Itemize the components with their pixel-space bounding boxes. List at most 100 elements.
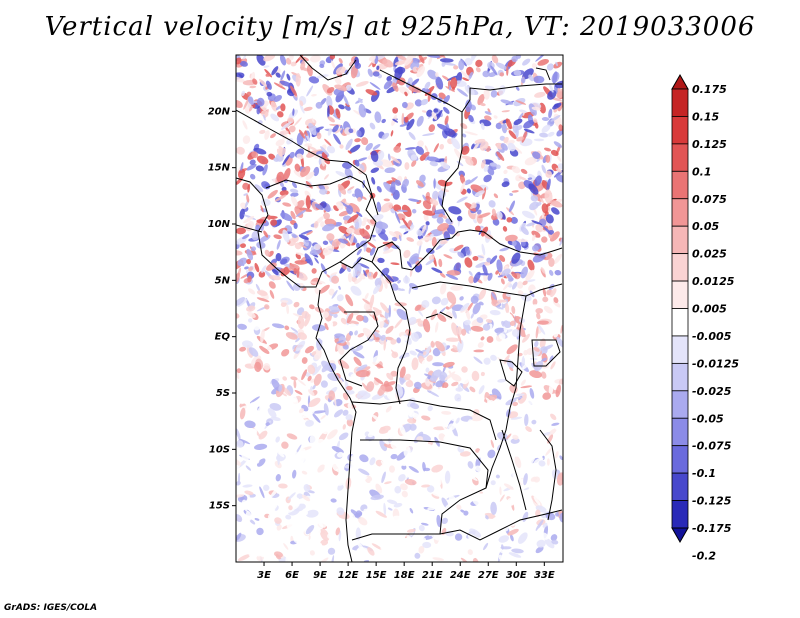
field-speckle — [532, 298, 538, 306]
field-speckle — [503, 320, 512, 328]
field-speckle — [258, 270, 266, 278]
field-speckle — [537, 527, 542, 532]
field-speckle — [531, 546, 535, 554]
field-speckle — [303, 291, 315, 303]
field-speckle — [544, 147, 552, 152]
field-speckle — [255, 478, 263, 488]
field-speckle — [362, 511, 370, 519]
field-speckle — [294, 242, 302, 250]
field-speckle — [394, 179, 401, 186]
field-speckle — [346, 385, 353, 391]
field-speckle — [414, 99, 423, 107]
field-speckle — [280, 268, 285, 273]
field-speckle — [286, 138, 294, 145]
field-speckle — [328, 288, 335, 296]
field-speckle — [404, 471, 411, 482]
field-speckle — [263, 484, 270, 491]
field-speckle — [314, 257, 319, 264]
field-speckle — [380, 545, 390, 557]
field-speckle — [470, 295, 479, 304]
field-speckle — [509, 193, 514, 196]
lat-tick-label: 15S — [209, 501, 230, 512]
field-speckle — [506, 459, 515, 472]
field-speckle — [511, 305, 516, 314]
field-speckle — [301, 311, 310, 319]
field-speckle — [236, 458, 242, 466]
field-speckle — [456, 326, 463, 335]
field-speckle — [246, 248, 254, 261]
field-speckle — [330, 514, 339, 519]
field-speckle — [375, 221, 389, 230]
field-speckle — [559, 455, 563, 461]
field-speckle — [493, 193, 499, 199]
field-speckle — [548, 83, 554, 93]
field-speckle — [345, 414, 353, 421]
field-speckle — [400, 531, 406, 539]
field-speckle — [555, 451, 559, 459]
field-speckle — [394, 460, 406, 467]
colorbar-label: -0.125 — [692, 495, 732, 508]
field-speckle — [544, 189, 553, 204]
field-speckle — [354, 159, 360, 167]
field-speckle — [536, 320, 549, 325]
field-speckle — [507, 498, 515, 506]
field-speckle — [383, 80, 393, 90]
colorbar-swatch — [671, 170, 689, 200]
field-speckle — [541, 124, 551, 133]
field-speckle — [446, 270, 461, 276]
field-speckle — [356, 130, 362, 138]
field-speckle — [331, 445, 344, 454]
field-speckle — [545, 214, 554, 224]
field-speckle — [503, 136, 509, 144]
field-speckle — [277, 111, 284, 118]
field-speckle — [390, 156, 401, 164]
field-speckle — [483, 344, 493, 354]
grads-credit: GrADS: IGES/COLA — [4, 603, 98, 613]
field-speckle — [413, 536, 427, 545]
field-speckle — [348, 535, 355, 548]
field-speckle — [303, 484, 311, 492]
field-speckle — [523, 120, 535, 129]
field-speckle — [263, 363, 271, 371]
field-speckle — [384, 167, 396, 174]
field-speckle — [511, 165, 521, 174]
field-speckle — [511, 271, 518, 279]
field-speckle — [462, 503, 469, 509]
field-speckle — [256, 527, 264, 536]
field-speckle — [263, 320, 271, 328]
field-speckle — [356, 392, 371, 400]
field-speckle — [247, 183, 251, 193]
field-speckle — [283, 536, 290, 544]
field-speckle — [543, 408, 550, 413]
field-speckle — [455, 417, 460, 424]
field-speckle — [408, 253, 419, 265]
field-speckle — [468, 176, 478, 185]
field-speckle — [549, 355, 554, 362]
field-speckle — [254, 361, 262, 373]
field-speckle — [386, 391, 397, 401]
field-speckle — [352, 536, 358, 544]
field-speckle — [292, 283, 301, 291]
field-speckle — [300, 166, 311, 177]
field-speckle — [319, 188, 328, 195]
field-speckle — [407, 418, 417, 424]
field-speckle — [462, 77, 469, 81]
field-speckle — [401, 397, 410, 406]
field-speckle — [399, 424, 407, 437]
field-speckle — [331, 459, 339, 472]
field-speckle — [368, 55, 376, 62]
field-speckle — [523, 128, 535, 134]
field-speckle — [428, 254, 435, 261]
field-speckle — [559, 462, 563, 470]
field-speckle — [277, 451, 280, 466]
field-speckle — [515, 393, 525, 397]
field-speckle — [408, 85, 422, 93]
field-speckle — [489, 162, 498, 167]
field-speckle — [553, 329, 559, 338]
field-speckle — [366, 308, 373, 314]
field-speckle — [236, 514, 243, 523]
field-speckle — [465, 554, 472, 561]
lat-tick-label: 5N — [215, 275, 231, 286]
field-speckle — [311, 93, 317, 97]
field-speckle — [550, 534, 558, 542]
